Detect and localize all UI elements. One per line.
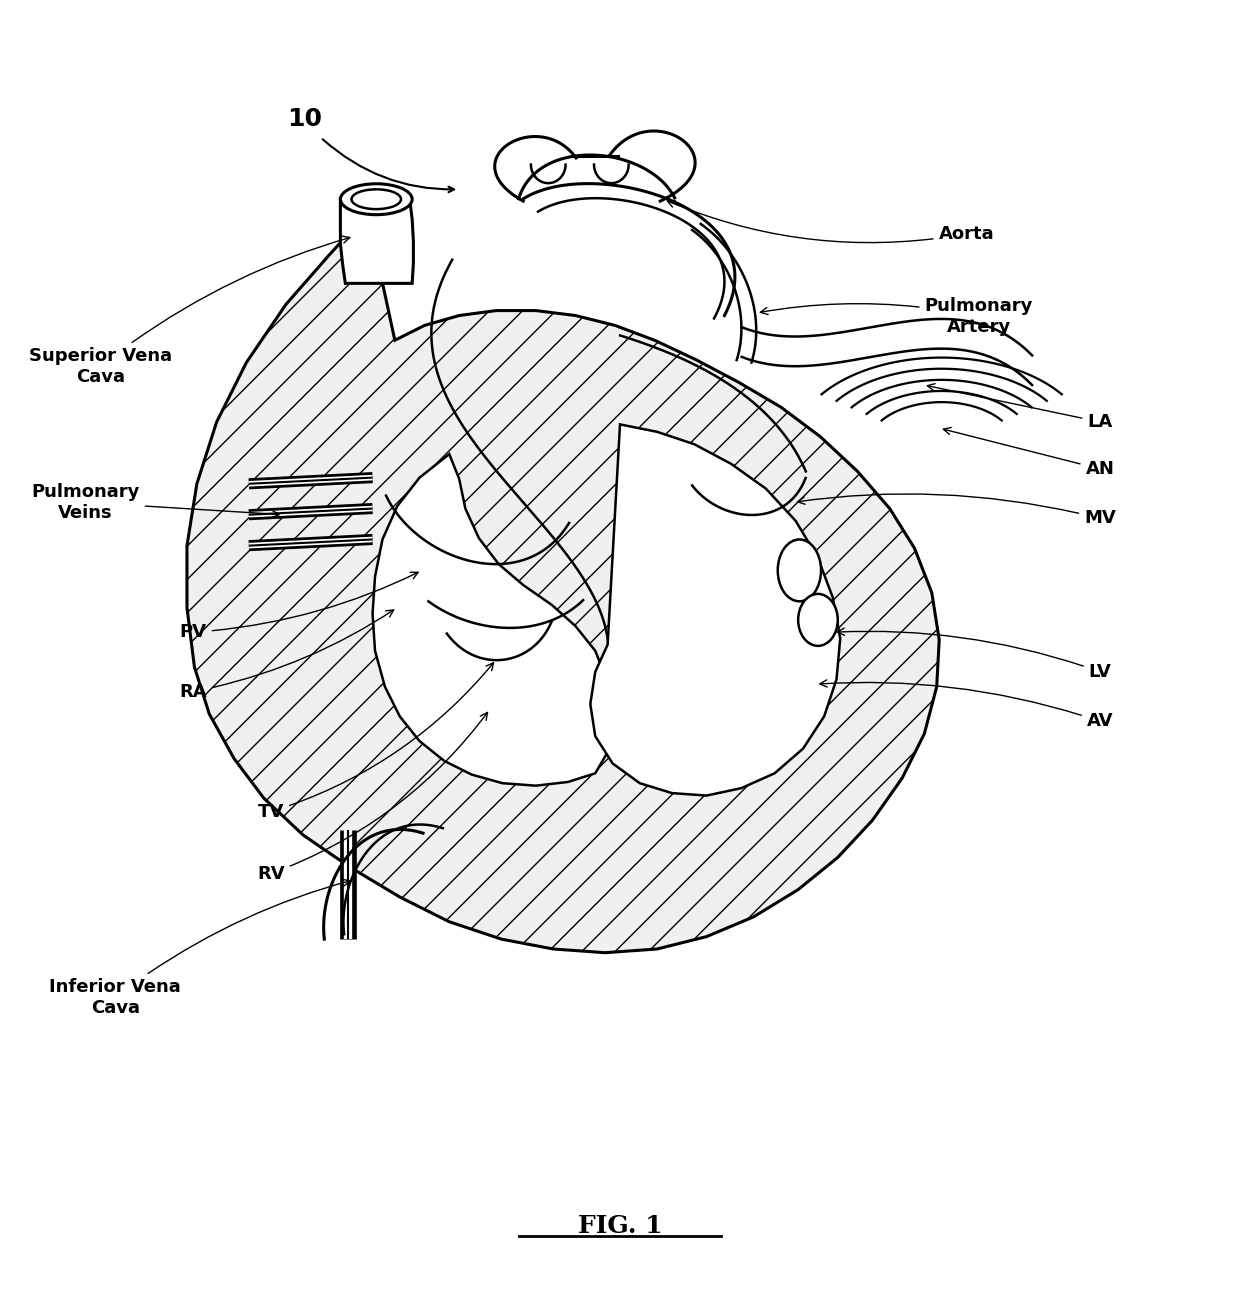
Text: LV: LV bbox=[837, 628, 1111, 681]
Text: Pulmonary
Veins: Pulmonary Veins bbox=[31, 484, 279, 522]
Text: AN: AN bbox=[944, 427, 1115, 478]
Ellipse shape bbox=[777, 540, 821, 602]
Text: Pulmonary
Artery: Pulmonary Artery bbox=[760, 297, 1033, 336]
Polygon shape bbox=[692, 223, 756, 363]
Text: MV: MV bbox=[797, 494, 1116, 527]
Ellipse shape bbox=[341, 184, 412, 214]
Text: PV: PV bbox=[180, 573, 418, 641]
Polygon shape bbox=[590, 424, 841, 795]
Text: FIG. 1: FIG. 1 bbox=[578, 1214, 662, 1238]
Polygon shape bbox=[341, 200, 413, 284]
Text: TV: TV bbox=[258, 662, 494, 821]
Polygon shape bbox=[372, 455, 613, 786]
Text: LA: LA bbox=[928, 384, 1112, 431]
Text: RA: RA bbox=[180, 610, 393, 700]
Text: 10: 10 bbox=[286, 106, 322, 131]
Text: RV: RV bbox=[257, 712, 487, 883]
Text: Superior Vena
Cava: Superior Vena Cava bbox=[29, 237, 350, 385]
Text: Aorta: Aorta bbox=[667, 201, 994, 243]
Text: AV: AV bbox=[820, 679, 1114, 731]
Ellipse shape bbox=[799, 594, 838, 646]
Polygon shape bbox=[187, 214, 939, 953]
Ellipse shape bbox=[351, 189, 401, 209]
Polygon shape bbox=[523, 184, 735, 318]
Text: Inferior Vena
Cava: Inferior Vena Cava bbox=[50, 879, 350, 1017]
